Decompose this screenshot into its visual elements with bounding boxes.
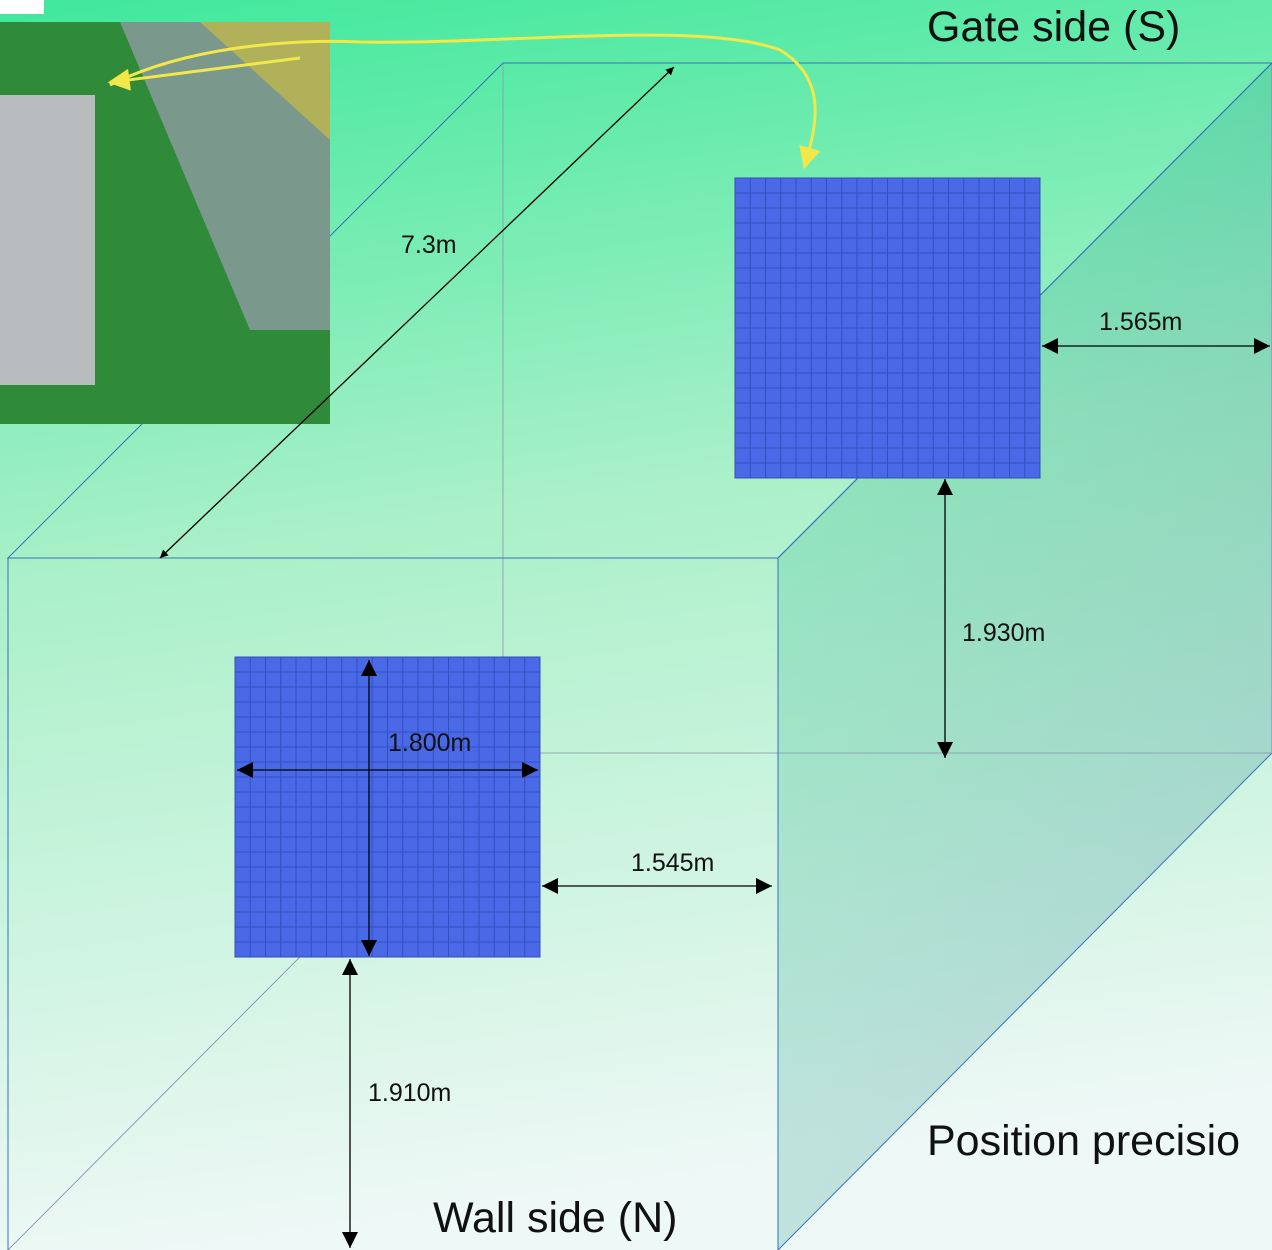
- side-label: Gate side (S): [927, 3, 1180, 51]
- diagram: 7.3m 1.565m 1.930m 1.800m 1.545m 1.910m …: [0, 0, 1272, 1250]
- dimension-label: 1.930m: [962, 619, 1045, 647]
- dimension-label: 1.800m: [388, 729, 471, 757]
- corner-box: [0, 0, 44, 14]
- dimension-label: 1.565m: [1099, 308, 1182, 336]
- note: Position precisio: [927, 1117, 1240, 1165]
- dimension-label: 7.3m: [401, 231, 457, 259]
- dimension-label: 1.910m: [368, 1079, 451, 1107]
- photo-sheet: [0, 95, 95, 385]
- side-label: Wall side (N): [433, 1194, 677, 1242]
- dimension-label: 1.545m: [631, 849, 714, 877]
